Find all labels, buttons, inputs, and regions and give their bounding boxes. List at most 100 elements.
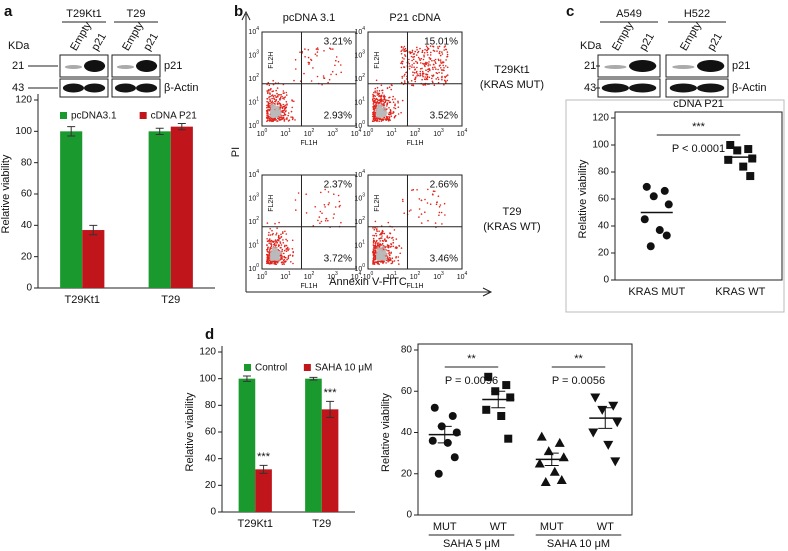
event-dot	[376, 108, 381, 112]
event-dot	[266, 244, 268, 246]
event-dot	[391, 257, 394, 260]
event-dot	[429, 64, 431, 66]
group-label: SAHA 5 μM	[443, 538, 500, 550]
event-dot	[307, 49, 310, 51]
event-dot	[266, 238, 268, 240]
event-dot	[380, 84, 383, 87]
event-dot	[283, 258, 286, 261]
event-dot	[403, 49, 405, 51]
event-dot	[441, 78, 443, 81]
event-dot	[395, 238, 398, 240]
event-dot	[267, 81, 270, 84]
x-tick-label: 102	[304, 271, 315, 281]
band	[604, 65, 627, 69]
legend-swatch	[303, 364, 311, 371]
y-tick-label: 100	[248, 263, 259, 273]
event-dot	[415, 71, 418, 74]
point	[502, 381, 511, 390]
event-dot	[332, 217, 335, 219]
event-dot	[403, 66, 405, 68]
event-dot	[273, 260, 275, 263]
tick-exponent: 3	[362, 50, 365, 56]
event-dot	[290, 261, 292, 263]
point	[484, 372, 493, 381]
event-dot	[431, 59, 433, 62]
event-dot	[398, 245, 401, 247]
tick-exponent: 1	[362, 97, 365, 103]
legend-label: cDNA P21	[151, 111, 198, 122]
event-dot	[267, 119, 269, 122]
event-dot	[310, 58, 312, 61]
event-dot	[425, 45, 428, 47]
point	[497, 412, 506, 420]
event-dot	[376, 239, 378, 242]
event-dot	[271, 97, 273, 100]
event-dot	[286, 118, 288, 120]
event-dot	[372, 99, 374, 101]
event-dot	[382, 257, 386, 261]
event-dot	[281, 258, 284, 260]
y-tick-label: 101	[248, 240, 259, 250]
event-dot	[291, 118, 294, 121]
row-label: (KRAS WT)	[483, 221, 540, 233]
event-dot	[445, 65, 447, 67]
event-dot	[428, 61, 430, 63]
event-dot	[325, 217, 327, 220]
event-dot	[411, 49, 414, 52]
event-dot	[418, 216, 420, 218]
event-dot	[381, 111, 385, 115]
event-dot	[321, 212, 323, 214]
event-dot	[426, 75, 429, 78]
event-dot	[440, 61, 442, 63]
event-dot	[386, 117, 388, 119]
event-dot	[394, 103, 396, 105]
event-dot	[381, 229, 384, 232]
event-dot	[421, 67, 423, 70]
band	[697, 83, 725, 93]
event-dot	[372, 259, 375, 262]
event-dot	[279, 242, 282, 244]
event-dot	[401, 198, 404, 201]
event-dot	[384, 100, 387, 102]
event-dot	[397, 256, 400, 258]
event-dot	[269, 119, 272, 122]
event-dot	[386, 246, 388, 248]
event-dot	[335, 73, 338, 76]
event-dot	[283, 249, 286, 252]
event-dot	[268, 239, 271, 241]
event-dot	[393, 116, 396, 119]
event-dot	[437, 195, 440, 197]
event-dot	[416, 70, 418, 73]
event-dot	[410, 80, 413, 82]
event-dot	[278, 221, 280, 224]
event-dot	[411, 84, 413, 86]
y-tick-label: 104	[248, 26, 259, 36]
event-dot	[435, 62, 437, 64]
event-dot	[291, 106, 294, 109]
error-bar	[242, 375, 251, 382]
tick-base: 10	[363, 274, 371, 281]
event-dot	[438, 211, 441, 214]
bar	[148, 131, 171, 288]
event-dot	[332, 48, 334, 50]
event-dot	[267, 261, 269, 264]
event-dot	[377, 101, 379, 104]
event-dot	[441, 223, 443, 225]
event-dot	[380, 99, 383, 101]
tick-exponent: 3	[335, 128, 338, 134]
event-dot	[416, 189, 418, 191]
event-dot	[426, 73, 429, 76]
column-title: pcDNA 3.1	[283, 12, 336, 24]
event-dot	[275, 118, 277, 121]
event-dot	[382, 106, 387, 110]
event-dot	[435, 78, 438, 80]
event-dot	[393, 260, 396, 262]
event-dot	[436, 50, 438, 52]
event-dot	[387, 120, 390, 122]
event-dot	[389, 96, 391, 99]
event-dot	[438, 52, 441, 55]
point	[549, 466, 560, 476]
event-dot	[375, 245, 378, 248]
event-dot	[267, 234, 270, 236]
event-dot	[375, 97, 378, 100]
